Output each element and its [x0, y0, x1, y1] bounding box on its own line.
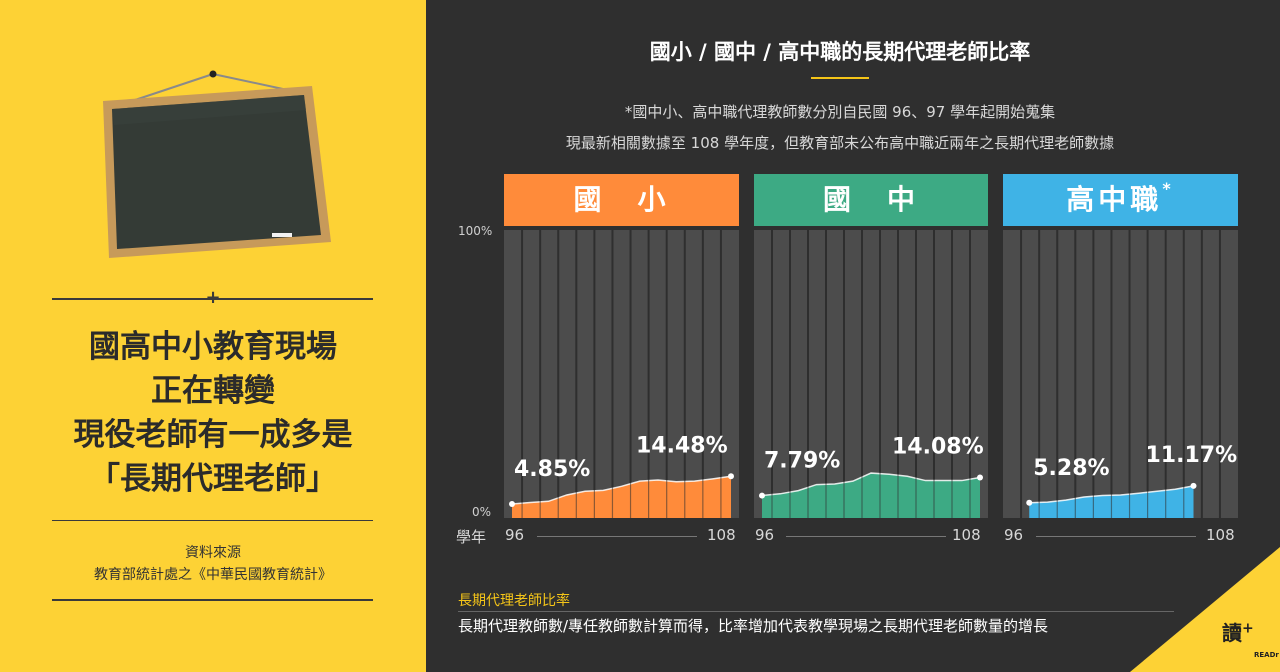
readr-logo-plus: + — [1242, 620, 1254, 637]
source-label: 資料來源 — [185, 545, 241, 561]
x-axis-line-elementary — [537, 536, 697, 537]
header-junior-high-label: 國 中 — [822, 183, 919, 216]
x-tick-senior-end: 108 — [1206, 526, 1235, 544]
line-elementary — [511, 475, 732, 505]
point-first-senior-high — [1026, 499, 1033, 506]
x-tick-elementary-end: 108 — [707, 526, 736, 544]
note-line-1: *國中小、高中職代理教師數分別自民國 96、97 學年起開始蒐集 — [624, 103, 1056, 121]
definition-divider — [458, 611, 1174, 612]
headline: 國高中小教育現場 正在轉變 現役老師有一成多是 「長期代理老師」 — [40, 325, 386, 501]
x-axis-line-senior — [1036, 536, 1196, 537]
area-elementary — [512, 476, 731, 518]
source-value: 教育部統計處之《中華民國教育統計》 — [94, 567, 332, 583]
definition-title: 長期代理老師比率 — [458, 593, 570, 609]
headline-line-1: 國高中小教育現場 — [89, 329, 337, 365]
label-last-senior-high: 11.17% — [1146, 443, 1238, 468]
plus-icon: + — [205, 287, 221, 308]
readr-logo-sub: READr — [1254, 651, 1279, 659]
point-last-elementary — [728, 473, 734, 480]
label-first-junior-high: 7.79% — [764, 449, 840, 474]
x-axis-label: 學年 — [456, 528, 487, 546]
point-last-senior-high — [1190, 482, 1197, 489]
left-panel: + 國高中小教育現場 正在轉變 現役老師有一成多是 「長期代理老師」 資料來源 … — [0, 0, 426, 672]
corner-triangle — [1130, 547, 1280, 672]
headline-line-2: 正在轉變 — [151, 373, 275, 409]
readr-logo: 讀+ — [1222, 617, 1254, 646]
header-senior-high-label: 高中職 — [1066, 183, 1163, 216]
x-tick-junior-end: 108 — [952, 526, 981, 544]
header-senior-high-mark: * — [1162, 179, 1175, 198]
divider-bottom — [52, 599, 373, 601]
y-tick-100: 100% — [458, 224, 493, 238]
header-senior-high: 高中職* — [1003, 174, 1238, 226]
label-first-elementary: 4.85% — [514, 457, 590, 482]
header-elementary: 國 小 — [504, 174, 739, 226]
panel-bg-junior-high — [754, 230, 988, 518]
header-elementary-label: 國 小 — [573, 183, 670, 216]
area-junior-high — [762, 473, 980, 518]
headline-line-3: 現役老師有一成多是 — [73, 417, 353, 453]
note-line-2: 現最新相關數據至 108 學年度，但教育部未公布高中職近兩年之長期代理老師數據 — [565, 134, 1115, 152]
point-first-elementary — [509, 501, 515, 508]
line-junior-high — [761, 472, 981, 497]
chart-title: 國小 / 國中 / 高中職的長期代理老師比率 — [649, 40, 1031, 64]
divider-top — [52, 298, 373, 300]
y-tick-0: 0% — [472, 505, 492, 519]
label-last-elementary: 14.48% — [636, 433, 728, 458]
x-axis-line-junior — [786, 536, 946, 537]
x-tick-senior-start: 96 — [1004, 526, 1024, 544]
definition-text: 長期代理教師數/專任教師數計算而得，比率增加代表教學現場之長期代理老師數量的增長 — [458, 617, 1049, 635]
point-last-junior-high — [977, 474, 983, 481]
readr-logo-char: 讀 — [1222, 621, 1242, 645]
label-first-senior-high: 5.28% — [1033, 456, 1109, 481]
panel-bg-elementary — [504, 230, 739, 518]
headline-line-4: 「長期代理老師」 — [89, 461, 337, 497]
label-last-junior-high: 14.08% — [892, 434, 984, 459]
divider-middle — [52, 520, 373, 521]
panel-bg-senior-high — [1003, 230, 1238, 518]
chalkboard-illustration — [103, 70, 331, 258]
point-first-junior-high — [759, 492, 765, 499]
header-junior-high: 國 中 — [754, 174, 988, 226]
x-tick-junior-start: 96 — [755, 526, 775, 544]
title-underline — [811, 77, 869, 79]
x-tick-elementary-start: 96 — [505, 526, 525, 544]
